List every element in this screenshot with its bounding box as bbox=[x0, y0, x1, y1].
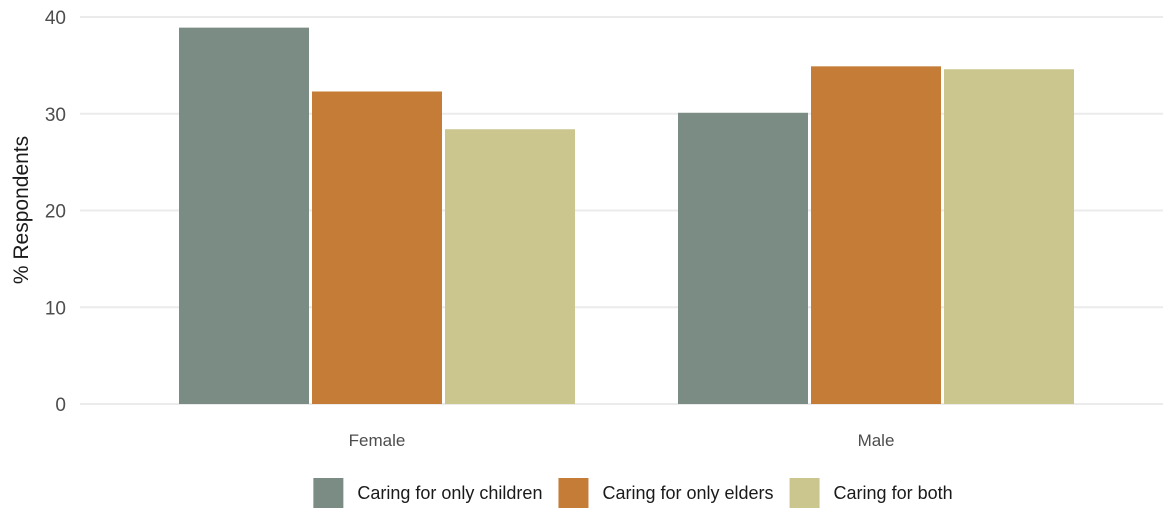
y-axis-label: % Respondents bbox=[10, 136, 33, 284]
bar-female-3 bbox=[445, 129, 575, 405]
bar-female-2 bbox=[312, 91, 442, 404]
legend-label: Caring for only elders bbox=[602, 483, 773, 503]
bars bbox=[179, 27, 1074, 405]
x-tick-label: Female bbox=[349, 431, 406, 450]
y-tick-label: 0 bbox=[55, 395, 66, 416]
y-tick-label: 10 bbox=[45, 298, 66, 319]
bar-female-1 bbox=[179, 27, 309, 405]
bar-male-2 bbox=[811, 66, 941, 404]
legend: Caring for only children Caring for only … bbox=[313, 478, 953, 508]
x-axis-ticks: Female Male bbox=[349, 431, 895, 450]
legend-swatch bbox=[789, 478, 820, 508]
legend-item: Caring for only elders bbox=[558, 478, 774, 508]
bar-male-1 bbox=[678, 112, 808, 404]
y-tick-label: 30 bbox=[45, 105, 66, 126]
legend-swatch bbox=[558, 478, 589, 508]
legend-label: Caring for only children bbox=[357, 483, 542, 503]
x-tick-label: Male bbox=[858, 431, 895, 450]
y-tick-label: 40 bbox=[45, 8, 66, 29]
legend-label: Caring for both bbox=[834, 483, 953, 503]
legend-swatch bbox=[313, 478, 344, 508]
legend-item: Caring for only children bbox=[313, 478, 542, 508]
y-axis-ticks: 0 10 20 30 40 bbox=[45, 8, 66, 416]
bar-male-3 bbox=[944, 69, 1074, 405]
legend-item: Caring for both bbox=[789, 478, 953, 508]
y-tick-label: 20 bbox=[45, 202, 66, 223]
